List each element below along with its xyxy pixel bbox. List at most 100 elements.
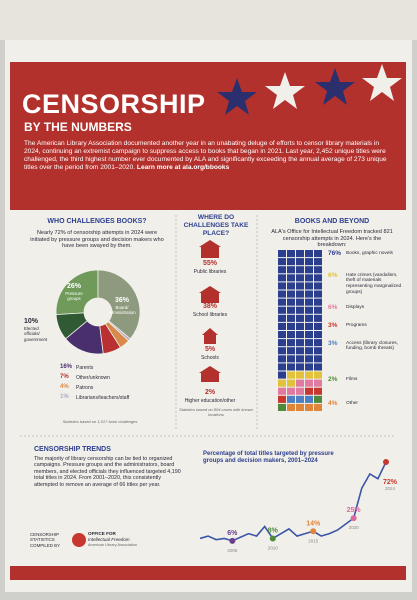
year-label: 2024 [385, 486, 396, 491]
legend-label: Parents [76, 364, 94, 371]
location-value: 2% [204, 389, 216, 396]
waffle-cell [296, 290, 304, 298]
waffle-cell [278, 314, 286, 322]
waffle-label: Displays [346, 304, 365, 310]
donut-value-label: 10% [24, 318, 39, 325]
trend-point [269, 535, 276, 542]
waffle-cell [314, 250, 322, 258]
waffle-cell [314, 274, 322, 282]
waffle-cell [287, 395, 295, 403]
donut-label: Board/ administration [108, 305, 136, 316]
waffle-cell [296, 379, 304, 387]
waffle-cell [305, 379, 313, 387]
donut-hole [84, 298, 112, 326]
waffle-cell [296, 403, 304, 411]
waffle-cell [305, 306, 313, 314]
waffle-cell [314, 355, 322, 363]
waffle-cell [314, 379, 322, 387]
waffle-cell [305, 339, 313, 347]
trend-point [383, 459, 389, 465]
waffle-cell [305, 266, 313, 274]
waffle-cell [305, 322, 313, 330]
waffle-cell [305, 282, 313, 290]
location-value: 55% [202, 260, 217, 267]
waffle-cell [278, 274, 286, 282]
section-text: ALA's Office for Intellectual Freedom tr… [271, 229, 393, 249]
waffle-cell [296, 355, 304, 363]
point-label: 8% [268, 527, 279, 534]
waffle-cell [287, 347, 295, 355]
donut-label: Elected officials/ government [24, 326, 48, 342]
org: American Library Association [88, 543, 137, 547]
year-label: 2005 [227, 548, 238, 553]
waffle-cell [314, 282, 322, 290]
waffle-value: 3% [328, 340, 338, 347]
waffle-cell [296, 258, 304, 266]
waffle-cell [314, 347, 322, 355]
waffle-cell [296, 274, 304, 282]
waffle-label: Hate crimes (vandalism, theft of materia… [346, 272, 402, 295]
legend-value: 1% [60, 394, 69, 400]
waffle-value: 6% [328, 304, 338, 311]
year-label: 2010 [268, 545, 279, 550]
waffle-cell [314, 290, 322, 298]
waffle-cell [278, 331, 286, 339]
link[interactable]: Learn more at ala.org/bbooks [136, 163, 230, 171]
waffle-cell [287, 363, 295, 371]
waffle-cell [305, 331, 313, 339]
waffle-cell [305, 371, 313, 379]
waffle-cell [305, 363, 313, 371]
waffle-cell [278, 371, 286, 379]
waffle-cell [287, 355, 295, 363]
waffle-cell [314, 403, 322, 411]
waffle-cell [287, 339, 295, 347]
waffle-cell [287, 314, 295, 322]
section-title: BOOKS AND BEYOND [294, 218, 370, 225]
point-label: 14% [306, 520, 321, 527]
office: OFFICE FOR [88, 531, 116, 536]
waffle-cell [287, 403, 295, 411]
waffle-cell [305, 347, 313, 355]
waffle-cell [287, 322, 295, 330]
waffle-cell [296, 371, 304, 379]
legend-value: 7% [60, 374, 69, 380]
waffle-cell [296, 314, 304, 322]
waffle-cell [314, 322, 322, 330]
waffle-cell [278, 395, 286, 403]
waffle-cell [278, 282, 286, 290]
waffle-cell [278, 322, 286, 330]
waffle-cell [314, 371, 322, 379]
waffle-cell [296, 322, 304, 330]
location-value: 5% [204, 346, 216, 353]
waffle-cell [278, 250, 286, 258]
waffle-cell [305, 355, 313, 363]
legend-label: Librarians/teachers/staff [76, 394, 130, 401]
waffle-cell [314, 306, 322, 314]
location-value: 38% [202, 303, 217, 310]
waffle-cell [296, 395, 304, 403]
waffle-label: Films [346, 376, 358, 382]
waffle-cell [296, 331, 304, 339]
waffle-label: Access (library closures, funding, bomb … [346, 340, 398, 352]
waffle-cell [278, 379, 286, 387]
section-text: Nearly 72% of censorship attempts in 202… [30, 230, 164, 250]
waffle-cell [305, 250, 313, 258]
donut-value-label: 26% [66, 283, 81, 290]
waffle-cell [287, 258, 295, 266]
location-label: Higher education/other [184, 398, 236, 404]
waffle-cell [296, 339, 304, 347]
ala-logo [72, 533, 86, 547]
waffle-cell [278, 258, 286, 266]
waffle-cell [278, 306, 286, 314]
waffle-cell [305, 274, 313, 282]
legend-value: 16% [60, 364, 73, 370]
waffle-cell [296, 347, 304, 355]
waffle-cell [314, 363, 322, 371]
waffle-value: 2% [328, 376, 338, 383]
office-name: Intellectual Freedom [88, 537, 130, 542]
section-text: The majority of library censorship can b… [34, 456, 181, 488]
waffle-cell [314, 395, 322, 403]
waffle-value: 3% [328, 322, 338, 329]
section-title: WHERE DO CHALLENGES TAKE PLACE? [183, 214, 249, 237]
